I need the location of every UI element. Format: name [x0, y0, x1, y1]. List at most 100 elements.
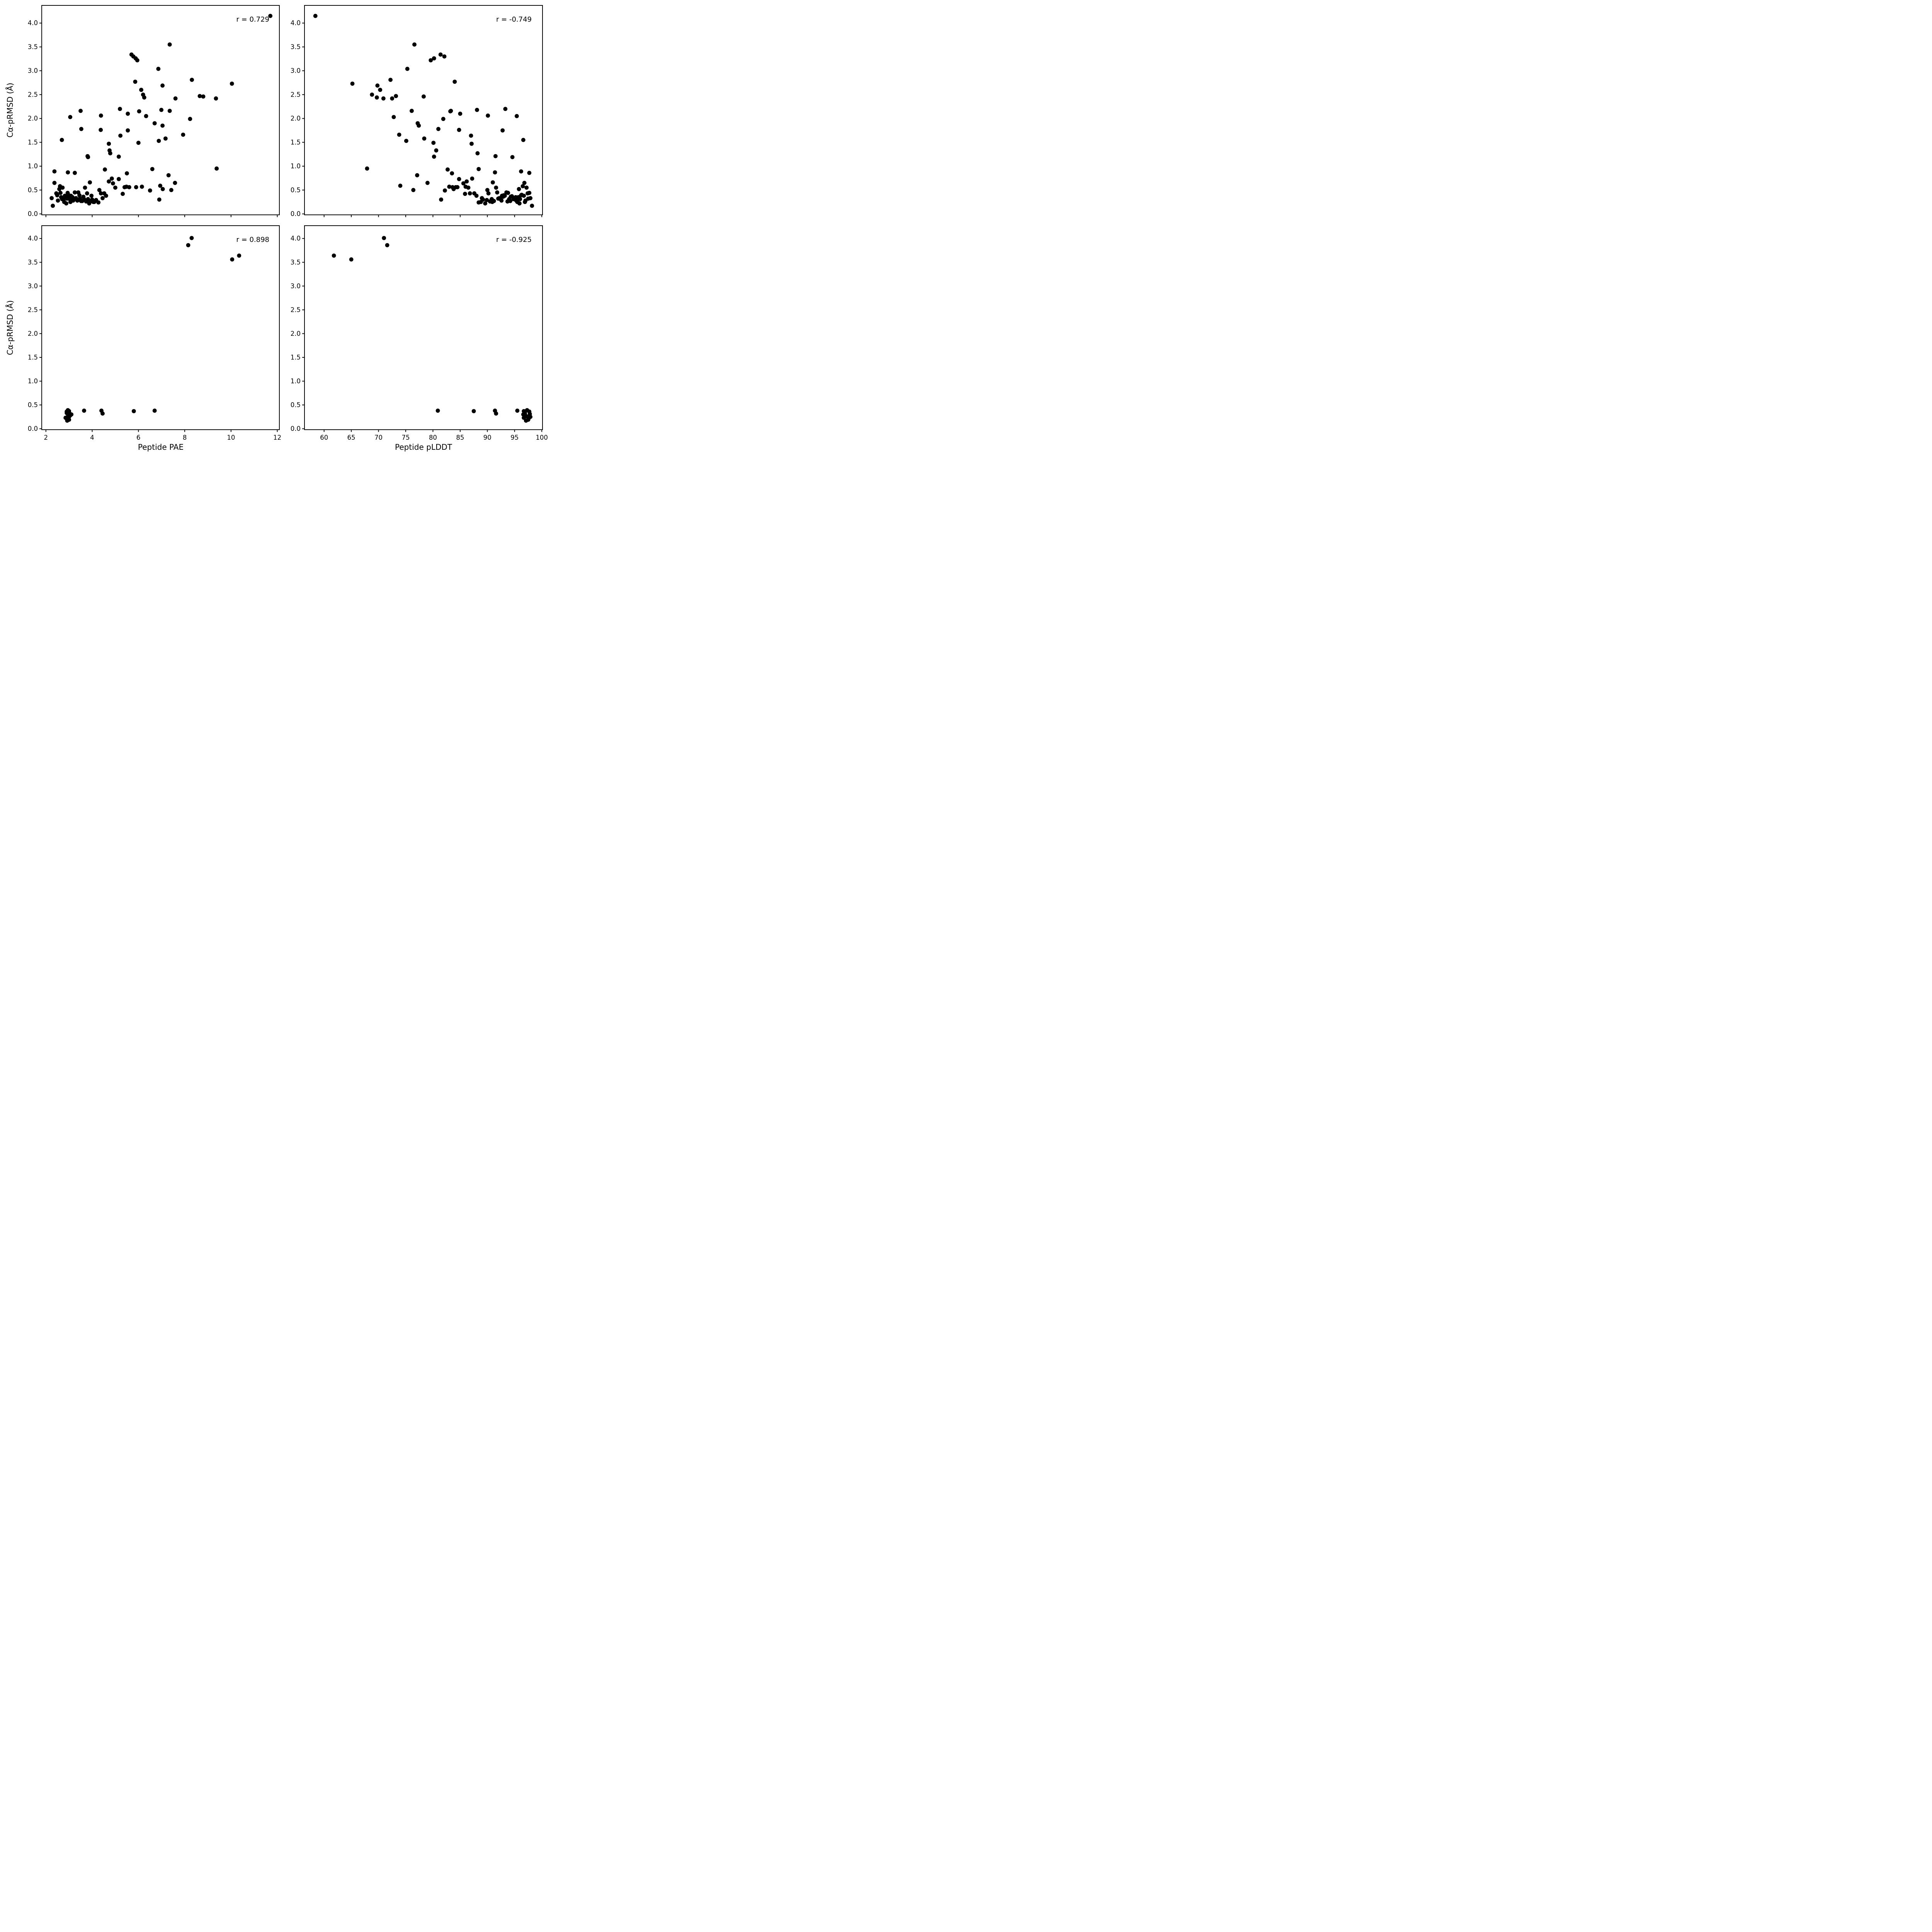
- data-point: [439, 197, 443, 202]
- data-point: [436, 127, 440, 131]
- data-point: [197, 94, 202, 99]
- data-point: [522, 180, 527, 185]
- data-point: [417, 123, 421, 128]
- data-point: [504, 190, 509, 195]
- data-point: [365, 166, 369, 171]
- data-point: [442, 54, 447, 59]
- y-tick-label: 0.5: [28, 401, 38, 409]
- data-point: [452, 80, 457, 84]
- data-point: [503, 107, 508, 111]
- data-point: [156, 66, 161, 71]
- data-point: [214, 96, 218, 101]
- data-point: [486, 191, 491, 196]
- data-point: [398, 184, 403, 188]
- y-tick-label: 0.0: [291, 210, 301, 218]
- data-point: [65, 411, 69, 415]
- axes-frame: [41, 225, 280, 430]
- y-tick-label: 0.5: [291, 186, 301, 194]
- data-point: [505, 199, 510, 204]
- data-point: [390, 96, 395, 101]
- data-point: [510, 194, 514, 199]
- data-point: [451, 187, 456, 191]
- data-point: [99, 113, 103, 118]
- data-point: [443, 188, 447, 193]
- data-point: [422, 94, 426, 99]
- x-tick-label: 70: [374, 434, 383, 441]
- data-point: [469, 133, 473, 138]
- data-point: [520, 184, 525, 189]
- data-point: [463, 192, 467, 196]
- data-point: [117, 155, 121, 159]
- data-point: [494, 185, 498, 190]
- y-tick-label: 1.5: [291, 354, 301, 361]
- y-tick-label: 1.0: [28, 163, 38, 170]
- data-point: [464, 179, 469, 184]
- data-point: [190, 78, 194, 82]
- data-point: [159, 108, 163, 112]
- data-point: [455, 185, 460, 189]
- x-axis-title-left: Peptide PAE: [138, 442, 184, 452]
- scatter-grid-figure: 0.0 0.5 1.0 1.5 2.0 2.5 3.0 3.5 4.0 0.0 0.5 1.0 1.5 2…: [0, 0, 556, 464]
- data-point: [449, 109, 453, 113]
- data-point: [527, 190, 532, 195]
- data-point: [500, 194, 504, 198]
- data-point: [152, 121, 157, 126]
- y-tick-label: 4.0: [28, 235, 38, 242]
- data-point: [51, 204, 55, 208]
- data-point: [405, 66, 410, 71]
- data-point: [480, 196, 484, 201]
- axes-frame: [304, 5, 543, 215]
- data-point: [189, 236, 194, 240]
- data-point: [60, 138, 64, 142]
- data-point: [158, 184, 162, 188]
- data-point: [125, 171, 129, 175]
- data-point: [134, 185, 138, 189]
- data-point: [100, 196, 105, 201]
- data-point: [493, 154, 498, 158]
- y-axis-title-bottom: Cα-pRMSD (Å): [5, 300, 15, 355]
- x-tick-label: 10: [227, 434, 235, 441]
- data-point: [412, 42, 417, 47]
- data-point: [230, 82, 234, 86]
- data-point: [230, 257, 235, 262]
- data-point: [515, 408, 520, 413]
- x-tick-label: 8: [183, 434, 187, 441]
- data-point: [150, 167, 155, 171]
- y-tick-label: 2.5: [291, 91, 301, 98]
- data-point: [173, 96, 178, 101]
- data-point: [429, 58, 433, 63]
- data-point: [49, 196, 54, 201]
- y-tick-label: 1.0: [291, 163, 301, 170]
- data-point: [378, 88, 383, 92]
- data-point: [160, 187, 165, 191]
- data-point: [133, 80, 138, 84]
- data-point: [432, 155, 436, 159]
- data-point: [68, 115, 73, 119]
- correlation-label-top-right: r = -0.749: [496, 15, 532, 24]
- y-tick-label: 2.0: [28, 330, 38, 337]
- data-point: [468, 191, 472, 196]
- data-point: [103, 167, 107, 172]
- scatter-plots-svg: 0.00.51.01.52.02.53.03.54.00.00.51.01.52…: [28, 5, 548, 441]
- data-point: [510, 155, 515, 159]
- data-point: [435, 408, 440, 413]
- data-point: [385, 243, 389, 247]
- panel-bottom-right: 60 65 70 75 80 85 90 95 100 0.0 0.5 1.0 1.5 2.0 2.5 3.0…: [291, 225, 548, 441]
- data-point: [163, 136, 168, 141]
- data-point: [118, 107, 122, 111]
- data-point: [104, 194, 108, 198]
- y-tick-label: 3.0: [28, 67, 38, 75]
- data-point: [527, 171, 532, 175]
- y-tick-label: 3.5: [28, 43, 38, 51]
- y-tick-label: 1.0: [28, 378, 38, 385]
- y-tick-label: 2.5: [28, 91, 38, 98]
- data-point: [526, 196, 531, 201]
- data-point: [156, 139, 161, 143]
- data-point: [375, 83, 380, 88]
- y-tick-label: 4.0: [291, 235, 301, 242]
- y-tick-label: 2.0: [291, 330, 301, 337]
- data-point: [237, 253, 242, 258]
- data-point: [410, 109, 414, 113]
- data-point: [370, 92, 374, 97]
- data-point: [117, 177, 121, 181]
